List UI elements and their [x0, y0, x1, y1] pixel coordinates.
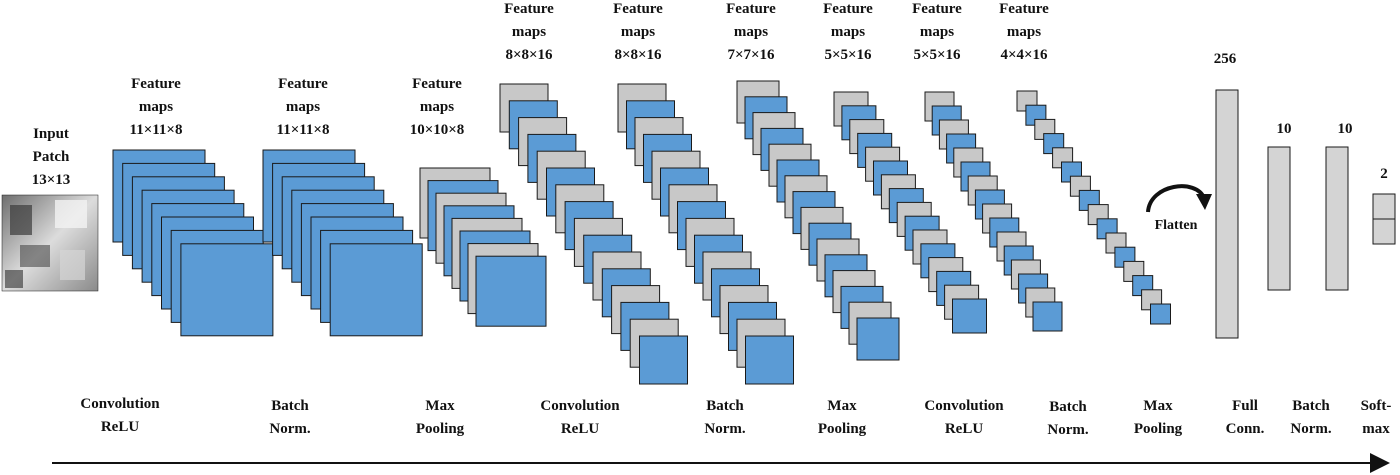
dense-bar-10-b [1325, 146, 1349, 291]
feature-map-stack-1 [112, 149, 274, 337]
feature-map-9-16 [1150, 303, 1171, 325]
stack-1-op-line-2: ReLU [101, 419, 139, 435]
feature-map-stacks [112, 80, 1171, 385]
stack-1-feature-line-3: 11×11×8 [130, 122, 183, 138]
stack-4-op-line-1: Convolution [540, 398, 620, 414]
dense-10b-size-label: 10 [1338, 121, 1353, 137]
stack-9-feature-line-3: 4×4×16 [1000, 47, 1048, 63]
stack-7-op-line-1: Convolution [924, 398, 1004, 414]
input-label-line-1: Input [33, 126, 69, 142]
stack-7-feature-line-1: Feature [823, 1, 873, 17]
dense-256-op-line-1: Full [1232, 398, 1258, 414]
stack-2-op-line-2: Norm. [269, 421, 310, 437]
dense-256-op-line-2: Conn. [1226, 421, 1265, 437]
flatten-label: Flatten [1155, 218, 1198, 233]
stack-2-feature-line-1: Feature [278, 76, 328, 92]
feature-map-stack-6 [736, 80, 900, 361]
curved-arrow-icon [1146, 184, 1212, 213]
dense-10a-op-line-1: Batch [1292, 398, 1330, 414]
stack-1-op-line-1: Convolution [80, 396, 160, 412]
stack-3-op-line-1: Max [425, 398, 455, 414]
stack-1-feature-line-1: Feature [131, 76, 181, 92]
stack-6-feature-line-2: maps [734, 24, 768, 40]
dense-bar-256 [1215, 89, 1239, 339]
feature-map-7-16 [952, 298, 987, 334]
feature-map-6-16 [856, 317, 900, 361]
stack-7-feature-line-2: maps [831, 24, 865, 40]
stack-9-feature-line-1: Feature [999, 1, 1049, 17]
softmax-op-line-1: Soft- [1361, 398, 1392, 414]
softmax-op-line-2: max [1362, 421, 1390, 437]
input-patch [1, 194, 99, 292]
softmax-output [1372, 193, 1396, 245]
stack-5-feature-line-1: Feature [613, 1, 663, 17]
stack-8-feature-line-1: Feature [912, 1, 962, 17]
dense-10a-size-label: 10 [1277, 121, 1292, 137]
stack-6-feature-line-3: 7×7×16 [727, 47, 775, 63]
stack-1-feature-line-2: maps [139, 99, 173, 115]
stack-5-op-line-2: Norm. [704, 421, 745, 437]
feature-map-stack-8 [924, 91, 1063, 332]
softmax-size-label: 2 [1380, 166, 1388, 182]
feature-map-5-16 [745, 335, 794, 385]
stack-5-feature-line-2: maps [621, 24, 655, 40]
feature-map-8-16 [1032, 301, 1063, 332]
dense-256-size-label: 256 [1214, 51, 1237, 67]
feature-map-4-16 [639, 335, 688, 385]
feature-map-stack-9 [1016, 90, 1171, 325]
feature-map-1-8 [180, 243, 274, 337]
stack-4-op-line-2: ReLU [561, 421, 599, 437]
stack-9-op-line-1: Max [1143, 398, 1173, 414]
dense-10a-op-line-2: Norm. [1290, 421, 1331, 437]
dense-bar-10-a [1267, 146, 1291, 291]
feature-map-2-8 [329, 243, 423, 337]
feature-map-stack-4 [499, 83, 688, 385]
feature-map-stack-2 [262, 149, 423, 337]
stack-4-feature-line-2: maps [512, 24, 546, 40]
stack-2-op-line-1: Batch [271, 398, 309, 414]
stack-6-feature-line-1: Feature [726, 1, 776, 17]
stack-2-feature-line-3: 11×11×8 [277, 122, 330, 138]
stack-6-op-line-1: Max [827, 398, 857, 414]
stack-9-feature-line-2: maps [1007, 24, 1041, 40]
stack-3-feature-line-3: 10×10×8 [410, 122, 465, 138]
stack-5-op-line-1: Batch [706, 398, 744, 414]
stack-6-op-line-2: Pooling [818, 421, 867, 437]
input-label-line-3: 13×13 [32, 172, 71, 188]
feature-map-stack-3 [419, 167, 547, 327]
stack-4-feature-line-1: Feature [504, 1, 554, 17]
stack-3-feature-line-2: maps [420, 99, 454, 115]
stack-5-feature-line-3: 8×8×16 [614, 47, 662, 63]
stack-8-feature-line-3: 5×5×16 [913, 47, 961, 63]
stack-3-feature-line-1: Feature [412, 76, 462, 92]
feature-map-stack-5 [617, 83, 794, 385]
stack-8-feature-line-2: maps [920, 24, 954, 40]
stack-4-feature-line-3: 8×8×16 [505, 47, 553, 63]
stack-9-op-line-2: Pooling [1134, 421, 1183, 437]
stack-8-op-line-1: Batch [1049, 399, 1087, 415]
stack-7-op-line-2: ReLU [945, 421, 983, 437]
stack-8-op-line-2: Norm. [1047, 422, 1088, 438]
stack-2-feature-line-2: maps [286, 99, 320, 115]
input-label-line-2: Patch [33, 149, 70, 165]
stack-7-feature-line-3: 5×5×16 [824, 47, 872, 63]
stack-3-op-line-2: Pooling [416, 421, 465, 437]
feature-map-stack-7 [833, 91, 987, 334]
feature-map-3-8 [475, 255, 547, 327]
